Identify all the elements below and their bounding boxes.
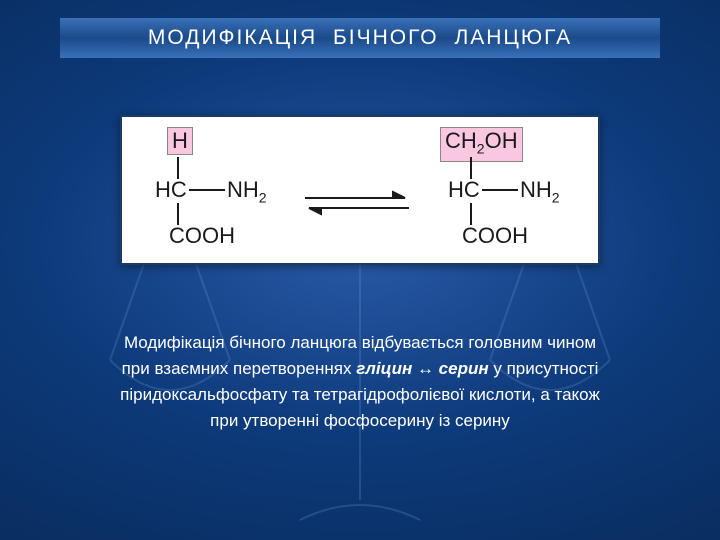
para-line-3: піридоксальфосфату та тетрагідрофолієвої… bbox=[120, 385, 600, 404]
bond-vertical-4 bbox=[470, 203, 472, 225]
r-group-right: CH2OH bbox=[440, 127, 523, 162]
equilibrium-arrow bbox=[297, 189, 417, 217]
para-line-2a: при взаємних перетвореннях bbox=[122, 359, 357, 378]
background-scales bbox=[0, 0, 720, 540]
bond-vertical-3 bbox=[470, 157, 472, 179]
title-bar: МОДИФІКАЦІЯ БІЧНОГО ЛАНЦЮГА bbox=[60, 18, 660, 58]
description-paragraph: Модифікація бічного ланцюга відбувається… bbox=[80, 330, 640, 434]
bond-horiz-1 bbox=[189, 189, 225, 191]
molecule-serine: CH2OH HC NH2 COOH bbox=[422, 127, 602, 257]
cooh-right: COOH bbox=[462, 225, 528, 247]
para-line-4: при утворенні фосфосерину із серину bbox=[210, 411, 510, 430]
para-line-1: Модифікація бічного ланцюга відбувається… bbox=[124, 333, 596, 352]
bond-vertical-2 bbox=[177, 203, 179, 225]
para-line-2c: у присутності bbox=[489, 359, 599, 378]
cooh-left: COOH bbox=[169, 225, 235, 247]
nh2-left: NH2 bbox=[227, 179, 267, 208]
reaction-diagram: H HC NH2 COOH CH2OH HC NH2 COOH bbox=[120, 115, 600, 265]
bond-horiz-2 bbox=[482, 189, 518, 191]
ch-right: HC bbox=[448, 179, 480, 201]
para-emphasis: гліцин ↔ серин bbox=[356, 359, 488, 378]
ch-left: HC bbox=[155, 179, 187, 201]
bond-vertical-1 bbox=[177, 157, 179, 179]
nh2-right: NH2 bbox=[520, 179, 560, 208]
slide-title: МОДИФІКАЦІЯ БІЧНОГО ЛАНЦЮГА bbox=[148, 26, 572, 50]
r-group-left: H bbox=[167, 127, 193, 155]
